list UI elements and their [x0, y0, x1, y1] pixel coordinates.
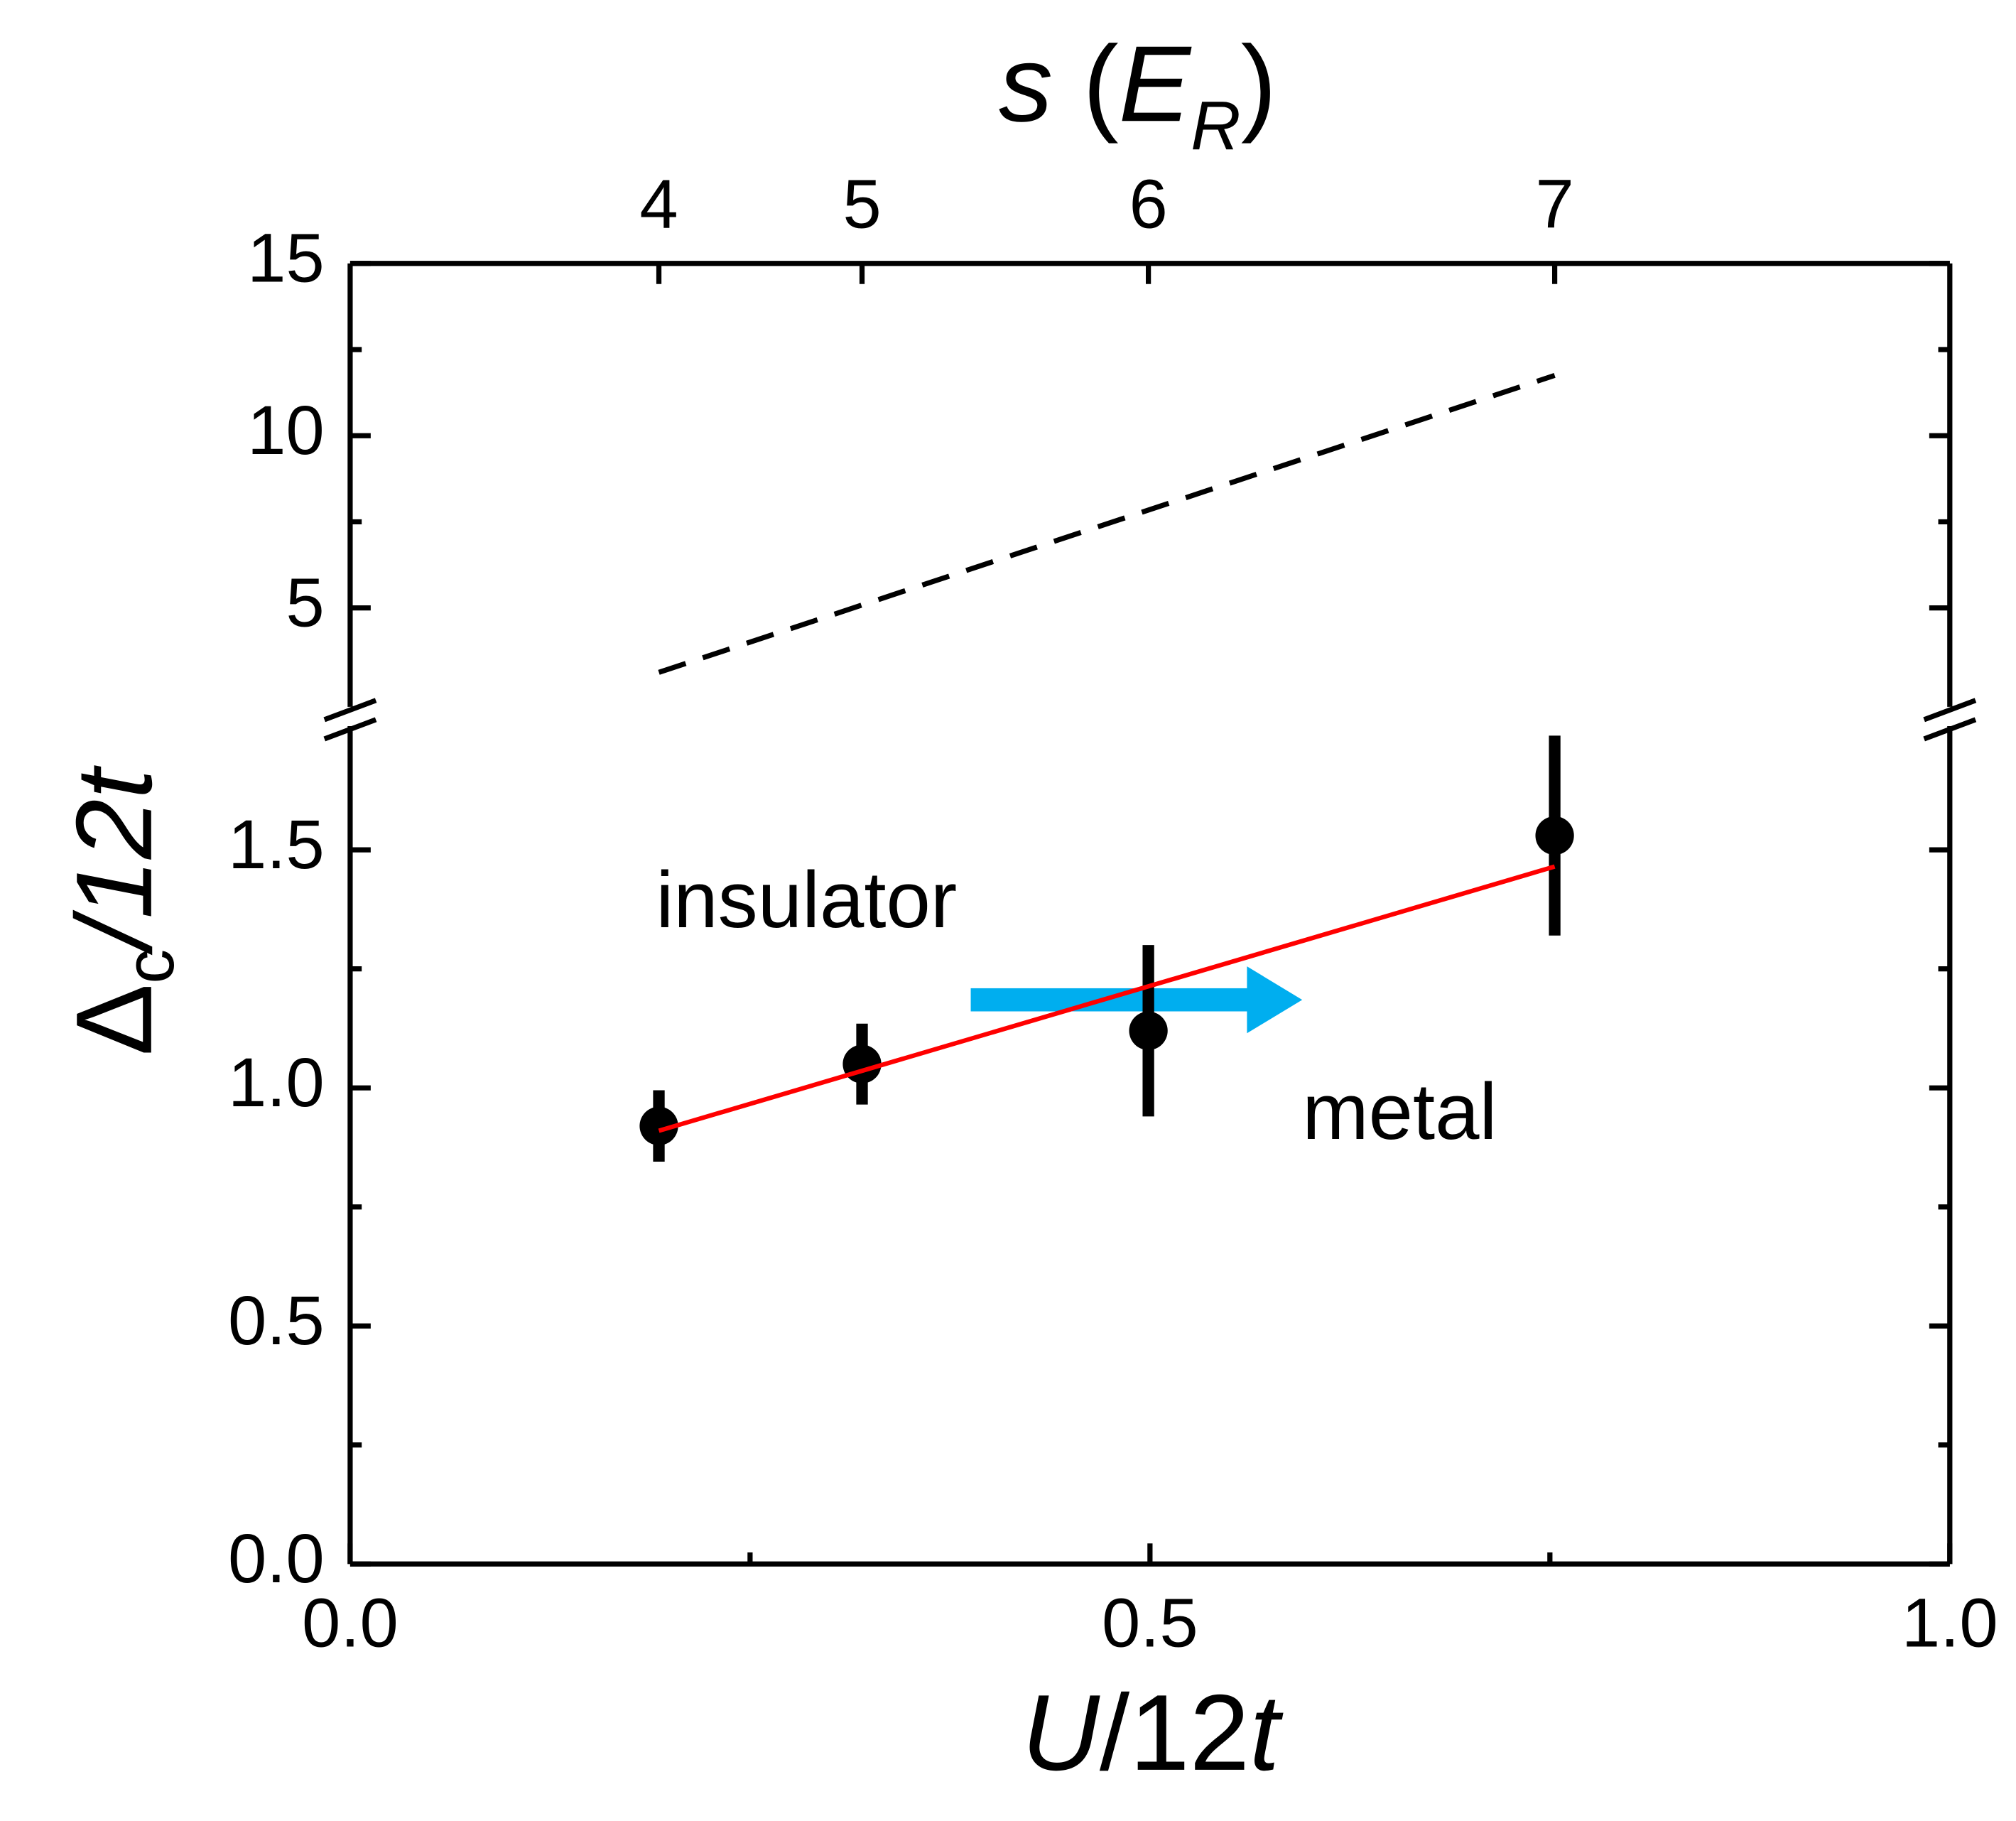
data-point: [1535, 816, 1574, 855]
top-tick-label: 4: [639, 166, 678, 243]
arrow-head: [1247, 966, 1303, 1034]
data-point: [1129, 1011, 1168, 1050]
data-point: [842, 1044, 882, 1084]
top-tick-label: 5: [842, 166, 881, 243]
y-tick-label: 5: [286, 563, 324, 641]
y-tick-label: 15: [247, 220, 325, 297]
axis-break: [323, 717, 377, 742]
axis-break: [1923, 698, 1977, 723]
data-point: [639, 1106, 678, 1145]
x-tick-label: 0.0: [302, 1584, 399, 1661]
axis-break: [1923, 717, 1977, 742]
y-tick-label: 0.5: [228, 1282, 325, 1359]
top-tick-label: 7: [1535, 166, 1573, 243]
fit-line: [658, 864, 1556, 1133]
y-tick-label: 1.5: [228, 806, 325, 883]
arrow: [970, 966, 1303, 1034]
y-axis-label: Δc/12t: [54, 765, 188, 1057]
frame: [323, 261, 1977, 1567]
axis-break: [323, 698, 377, 723]
x-tick-label: 1.0: [1902, 1584, 1998, 1661]
annotation: insulator: [656, 855, 957, 944]
y-tick-label: 10: [247, 391, 325, 469]
x-axis-label: U/12t: [1021, 1673, 1284, 1793]
top-axis-label: s (ER): [999, 23, 1277, 164]
dashed-line: [658, 372, 1556, 675]
y-tick-label: 1.0: [228, 1044, 325, 1121]
annotation: metal: [1302, 1066, 1497, 1156]
arrow-shaft: [970, 988, 1251, 1012]
x-tick-label: 0.5: [1102, 1584, 1198, 1661]
top-tick-label: 6: [1129, 166, 1167, 243]
y-tick-label: 0.0: [228, 1520, 325, 1597]
